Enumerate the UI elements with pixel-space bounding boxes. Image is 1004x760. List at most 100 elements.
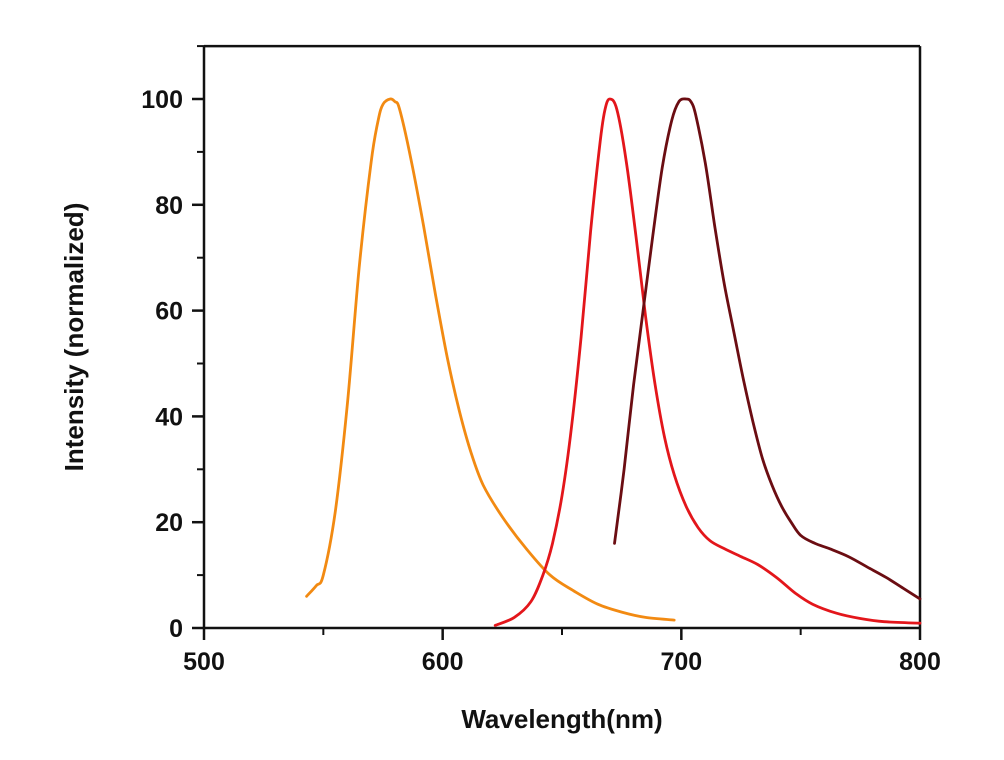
red-emission-point [835,612,837,614]
orange-emission-point [434,294,436,296]
red-emission-point [723,547,725,549]
orange-emission-point [673,619,675,621]
red-emission-point [795,592,797,594]
series-dark-red-emission [613,97,922,601]
red-emission-point [604,108,606,110]
series-layer [305,97,922,627]
red-emission-point [542,574,544,576]
red-emission-point [697,526,699,528]
orange-emission-point [399,108,401,110]
orange-emission-point [382,103,384,105]
dark-red-emission-point [661,167,663,169]
y-tick-label: 0 [169,615,183,643]
red-emission-point [551,542,553,544]
red-emission-point [811,603,813,605]
dark-red-emission-point [723,283,725,285]
dark-red-emission-point [613,542,615,544]
dark-red-emission-point [761,458,763,460]
dark-red-emission-point [828,547,830,549]
y-tick-label: 100 [141,86,183,114]
dark-red-emission-point [690,100,692,102]
dark-red-emission-point [790,521,792,523]
orange-emission-point [322,574,324,576]
orange-emission-point [482,484,484,486]
red-emission-point [494,624,496,626]
axes [202,44,922,630]
dark-red-emission-point [623,468,625,470]
orange-emission-point [644,616,646,618]
dark-red-emission-point [714,225,716,227]
orange-emission-point [334,510,336,512]
ticks: 500 600 700 800 0 20 40 60 80 100 [141,45,941,676]
red-emission-point [757,563,759,565]
orange-emission-point [422,225,424,227]
dark-red-emission-line [613,97,922,601]
dark-red-emission-point [866,566,868,568]
orange-emission-point [458,410,460,412]
orange-emission-point [305,595,307,597]
y-tick-label: 40 [155,403,183,431]
red-emission-point [570,426,572,428]
dark-red-emission-point [771,484,773,486]
red-emission-point [625,161,627,163]
x-tick-label: 600 [422,648,464,676]
red-emission-line [493,97,922,627]
orange-emission-point [549,574,551,576]
orange-emission-point [410,161,412,163]
x-tick-label: 800 [899,648,941,676]
series-orange-emission [305,97,676,622]
red-emission-point [580,336,582,338]
dark-red-emission-point [919,598,921,600]
orange-emission-point [501,516,503,518]
red-emission-point [513,616,515,618]
red-emission-point [609,98,611,100]
orange-emission-point [470,452,472,454]
y-tick-label: 20 [155,509,183,537]
dark-red-emission-point [704,161,706,163]
dark-red-emission-point [733,331,735,333]
x-tick-label: 500 [183,648,225,676]
dark-red-emission-point [685,98,687,100]
orange-emission-point [315,585,317,587]
y-tick-label: 60 [155,298,183,326]
orange-emission-point [358,267,360,269]
red-emission-point [589,230,591,232]
orange-emission-point [389,98,391,100]
orange-emission-point [370,161,372,163]
dark-red-emission-point [814,542,816,544]
dark-red-emission-point [885,577,887,579]
orange-emission-point [446,357,448,359]
dark-red-emission-point [678,100,680,102]
dark-red-emission-point [652,235,654,237]
orange-emission-point [394,100,396,102]
red-emission-point [883,621,885,623]
red-emission-point [776,577,778,579]
dark-red-emission-point [642,309,644,311]
orange-emission-point [597,603,599,605]
dark-red-emission-point [695,114,697,116]
red-emission-point [654,384,656,386]
x-axis-title: Wavelength(nm) [461,704,662,734]
red-emission-point [616,108,618,110]
dark-red-emission-point [742,378,744,380]
x-tick-label: 700 [660,648,702,676]
orange-emission-line [305,97,676,622]
red-emission-point [709,540,711,542]
orange-emission-point [573,590,575,592]
red-emission-point [919,622,921,624]
dark-red-emission-point [800,534,802,536]
orange-emission-point [346,405,348,407]
orange-emission-point [525,547,527,549]
red-emission-point [859,617,861,619]
dark-red-emission-point [752,421,754,423]
red-emission-point [644,315,646,317]
red-emission-point [530,600,532,602]
y-tick-label: 80 [155,192,183,220]
red-emission-point [635,235,637,237]
y-axis-title: Intensity (normalized) [59,203,89,472]
dark-red-emission-point [671,119,673,121]
red-emission-point [685,505,687,507]
dark-red-emission-point [780,505,782,507]
red-emission-point [599,140,601,142]
